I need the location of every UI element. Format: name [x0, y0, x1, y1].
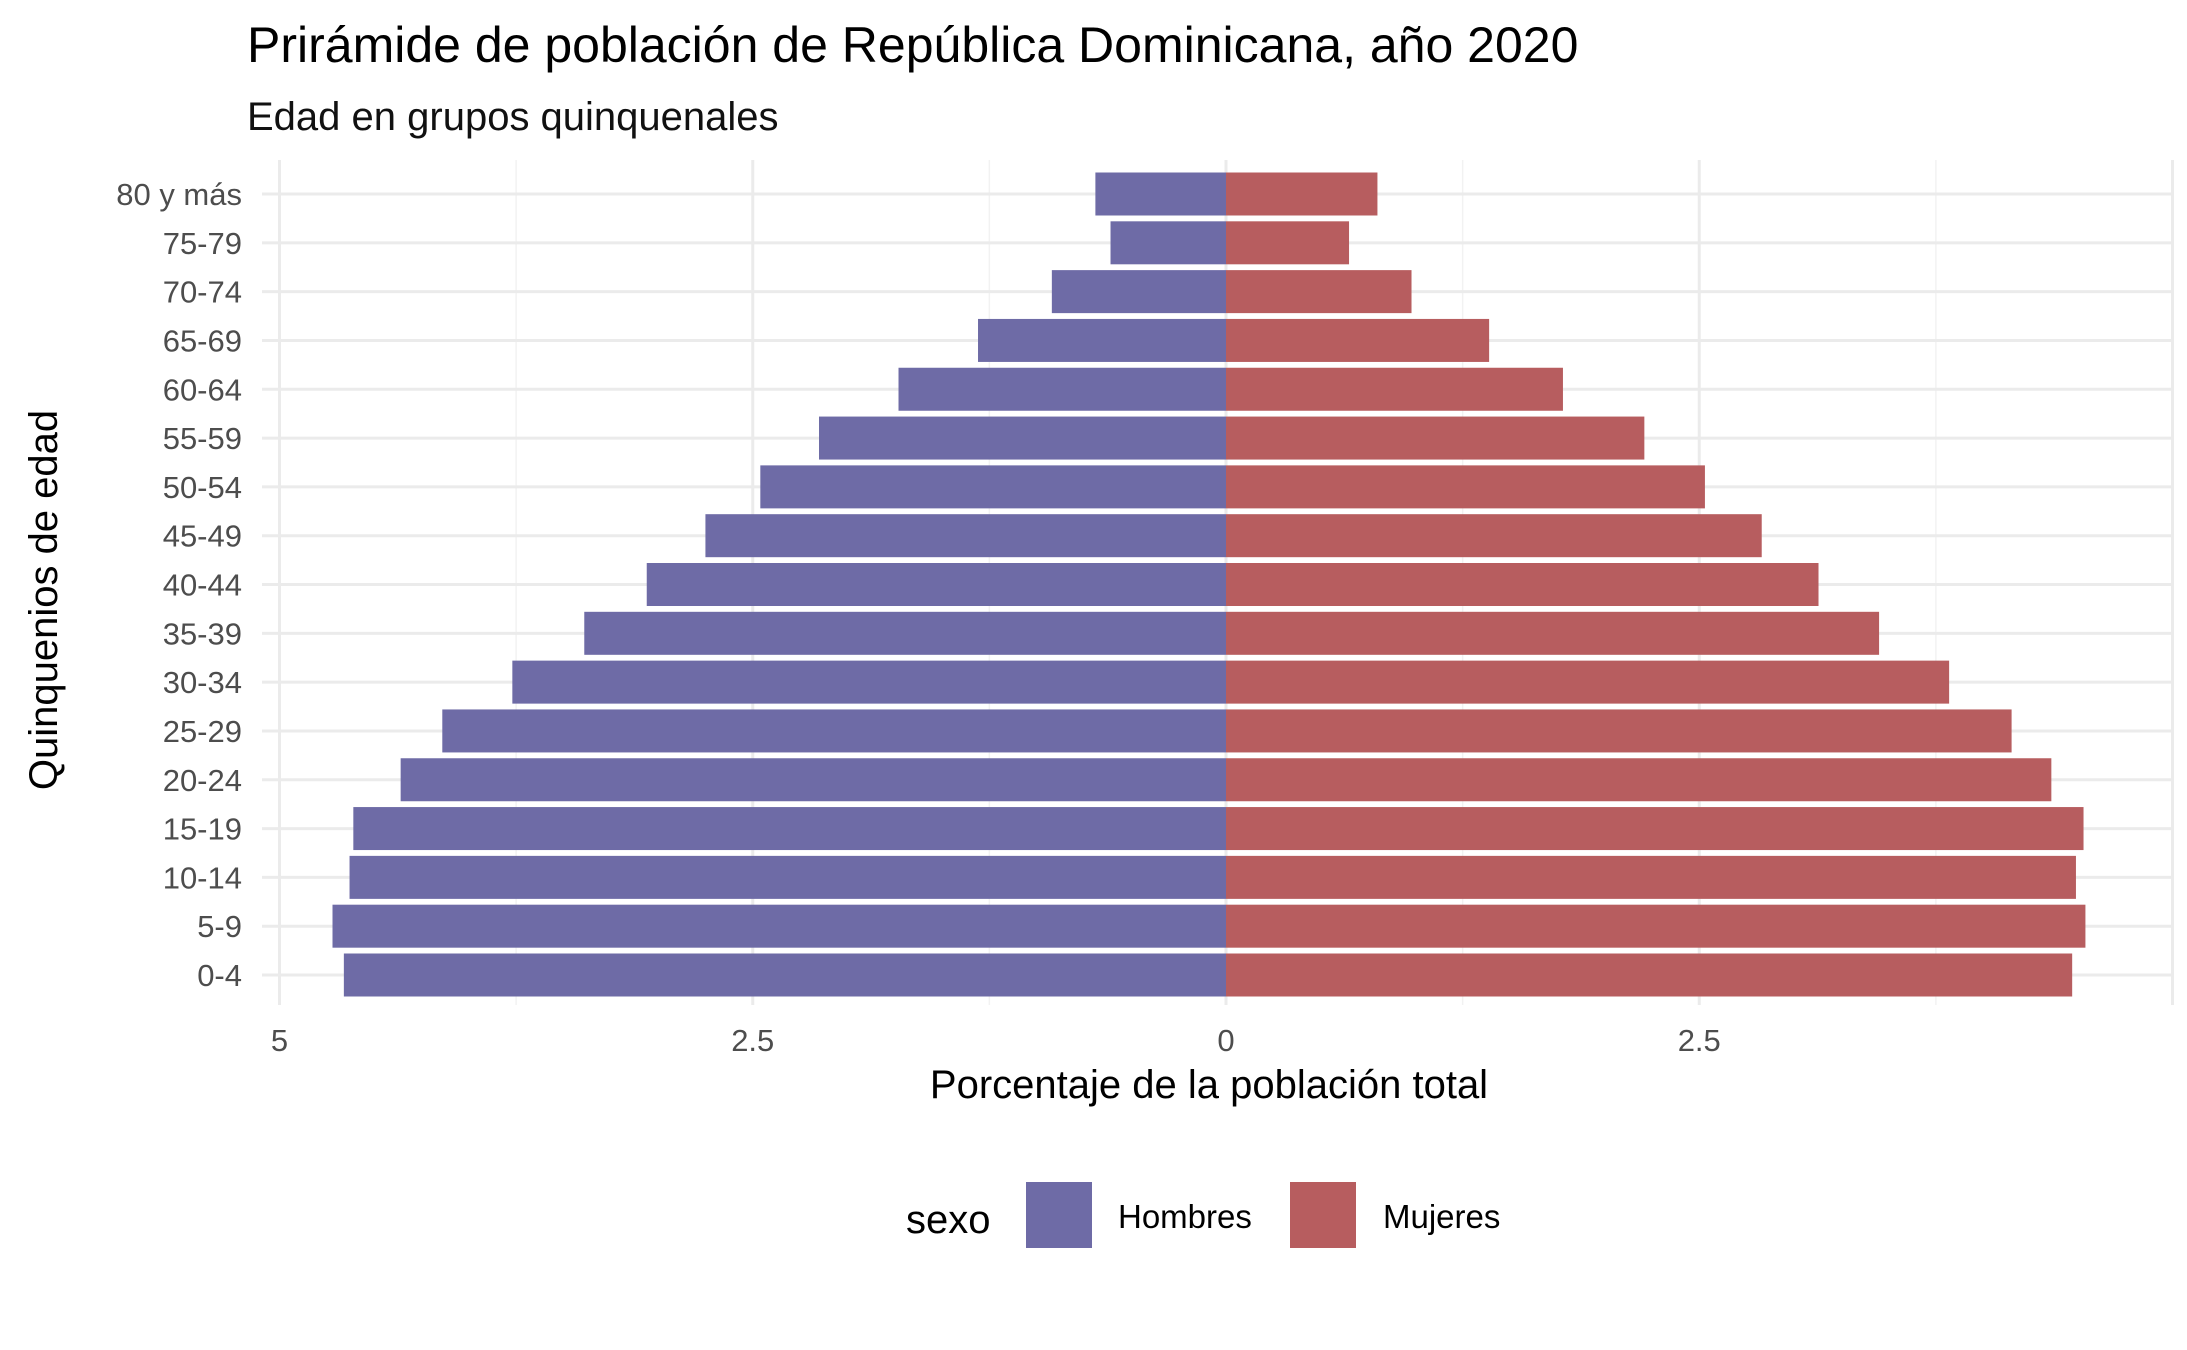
y-tick-label: 35-39	[163, 616, 242, 651]
y-axis-ticks: 0-4 5-9 10-14 15-19 20-24 25-29 30-34 35-39 40-4…	[116, 177, 242, 993]
bar-mujeres-75-79	[1226, 221, 1350, 265]
y-tick-label: 45-49	[163, 519, 242, 554]
bar-hombres-10-14	[349, 855, 1226, 899]
y-tick-label: 60-64	[163, 372, 242, 407]
bar-hombres-25-29	[442, 709, 1227, 753]
bar-hombres-75-79	[1110, 221, 1226, 265]
y-tick-label: 5-9	[197, 909, 242, 944]
bar-hombres-80-y-más	[1095, 172, 1226, 216]
bar-hombres-5-9	[332, 904, 1226, 948]
x-tick-label: 2.5	[1678, 1023, 1721, 1058]
bar-hombres-55-59	[819, 416, 1226, 460]
y-tick-label: 15-19	[163, 812, 242, 847]
bar-hombres-65-69	[978, 318, 1226, 362]
bar-mujeres-35-39	[1226, 611, 1880, 655]
x-axis-ticks: 5 2.5 0 2.5	[271, 1023, 1721, 1058]
bar-mujeres-50-54	[1226, 465, 1705, 509]
y-axis-title: Quinquenios de edad	[22, 410, 66, 790]
legend-label-hombres: Hombres	[1118, 1198, 1252, 1235]
bar-hombres-50-54	[760, 465, 1226, 509]
bar-mujeres-70-74	[1226, 270, 1412, 314]
chart-title: Prirámide de población de República Domi…	[247, 17, 1578, 73]
bar-hombres-45-49	[705, 514, 1226, 558]
x-tick-label: 2.5	[731, 1023, 774, 1058]
y-tick-label: 80 y más	[116, 177, 242, 212]
bar-hombres-35-39	[584, 611, 1226, 655]
x-tick-label: 5	[271, 1023, 288, 1058]
bar-hombres-15-19	[353, 807, 1226, 851]
bar-hombres-40-44	[646, 563, 1226, 606]
y-tick-label: 10-14	[163, 860, 242, 895]
bar-mujeres-20-24	[1226, 758, 2052, 802]
bar-mujeres-80-y-más	[1226, 172, 1378, 216]
y-tick-label: 70-74	[163, 275, 242, 310]
y-tick-label: 65-69	[163, 323, 242, 358]
legend-key-mujeres	[1290, 1182, 1356, 1248]
legend-title: sexo	[906, 1198, 991, 1242]
bar-mujeres-60-64	[1226, 367, 1563, 411]
y-tick-label: 20-24	[163, 763, 242, 798]
bar-hombres-70-74	[1051, 270, 1226, 314]
bar-hombres-30-34	[512, 660, 1226, 704]
bars	[332, 172, 2086, 997]
bar-hombres-20-24	[400, 758, 1227, 802]
bar-mujeres-5-9	[1226, 904, 2086, 948]
bar-mujeres-45-49	[1226, 514, 1762, 558]
legend: sexo Hombres Mujeres	[906, 1182, 1500, 1248]
legend-key-hombres	[1026, 1182, 1092, 1248]
bar-hombres-0-4	[343, 953, 1226, 997]
bar-mujeres-10-14	[1226, 855, 2076, 899]
y-tick-label: 40-44	[163, 568, 242, 603]
x-axis-title: Porcentaje de la población total	[930, 1063, 1488, 1107]
bar-mujeres-65-69	[1226, 318, 1490, 362]
bar-mujeres-0-4	[1226, 953, 2073, 997]
y-tick-label: 55-59	[163, 421, 242, 456]
bar-hombres-60-64	[898, 367, 1226, 411]
x-tick-label: 0	[1217, 1023, 1234, 1058]
legend-label-mujeres: Mujeres	[1383, 1198, 1500, 1235]
chart-subtitle: Edad en grupos quinquenales	[247, 95, 779, 139]
y-tick-label: 75-79	[163, 226, 242, 261]
bar-mujeres-55-59	[1226, 416, 1645, 460]
bar-mujeres-30-34	[1226, 660, 1950, 704]
bar-mujeres-25-29	[1226, 709, 2012, 753]
y-tick-label: 50-54	[163, 470, 242, 505]
y-tick-label: 25-29	[163, 714, 242, 749]
y-tick-label: 0-4	[197, 958, 242, 993]
y-tick-label: 30-34	[163, 665, 242, 700]
bar-mujeres-15-19	[1226, 807, 2084, 851]
bar-mujeres-40-44	[1226, 563, 1819, 606]
